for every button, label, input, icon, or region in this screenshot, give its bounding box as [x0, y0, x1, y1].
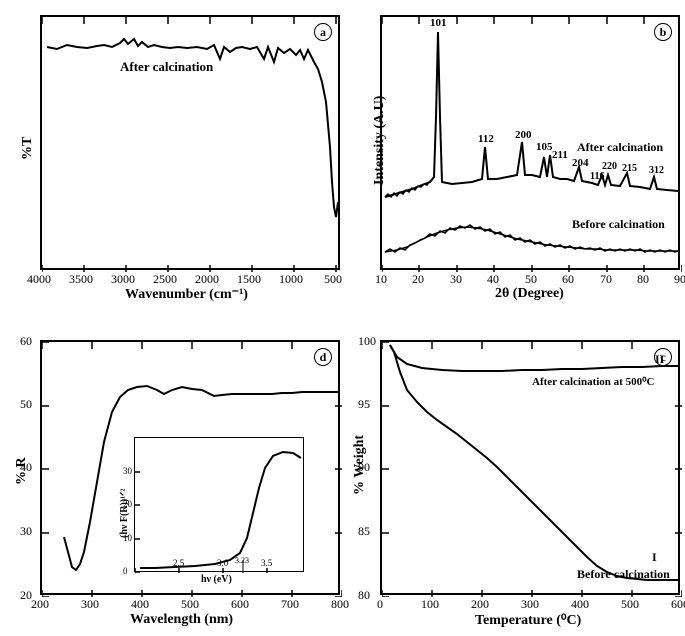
panel-a: a After calcination	[40, 15, 340, 270]
panel-d-label: d	[314, 348, 332, 366]
peak-200: 200	[515, 129, 532, 141]
peak-211: 211	[552, 149, 568, 161]
panel-d-inset: 2.5 3.0 3.5 3.23 0 10 20 30 hν (eV) (hν …	[134, 437, 304, 572]
panel-d-ylabel: % R	[14, 457, 30, 485]
panel-d-inset-plot	[135, 438, 305, 573]
panel-c-ylabel: % Weight	[352, 435, 368, 495]
panel-c-xlabel: Temperature (⁰C)	[475, 612, 581, 629]
peak-105: 105	[536, 141, 553, 153]
inset-xlabel: hν (eV)	[201, 574, 232, 585]
peak-204: 204	[572, 157, 589, 169]
peak-312: 312	[649, 165, 664, 176]
panel-b-after: After calcination	[577, 140, 663, 155]
panel-c-after: After calcination at 500⁰C	[532, 375, 654, 388]
panel-c-II: II	[655, 352, 664, 367]
panel-a-label: a	[314, 23, 332, 41]
panel-c-I: I	[652, 550, 657, 565]
panel-b: b 101 112 200 105 211 204 116 220 215 31…	[380, 15, 680, 270]
panel-d: d	[40, 340, 340, 595]
inset-ylabel: (hν F(R))¹ᐟ²	[119, 489, 130, 538]
panel-c-before: Before calcination	[577, 567, 670, 582]
panel-a-annotation: After calcination	[120, 59, 213, 75]
peak-101: 101	[430, 17, 447, 29]
panel-a-xlabel: Wavenumber (cm⁻¹)	[125, 286, 248, 303]
panel-b-label: b	[654, 23, 672, 41]
peak-116: 116	[590, 171, 604, 182]
peak-220: 220	[602, 161, 617, 172]
panel-b-ylabel: Intensity (A.U)	[372, 96, 388, 185]
panel-b-before: Before calcination	[572, 217, 665, 232]
panel-b-xlabel: 2θ (Degree)	[495, 286, 564, 302]
panel-a-ylabel: %T	[20, 137, 36, 160]
peak-215: 215	[622, 163, 637, 174]
peak-112: 112	[478, 133, 494, 145]
panel-d-xlabel: Wavelength (nm)	[130, 612, 233, 628]
panel-a-plot	[42, 17, 342, 272]
panel-c: c After calcination at 500⁰C Before calc…	[380, 340, 680, 595]
